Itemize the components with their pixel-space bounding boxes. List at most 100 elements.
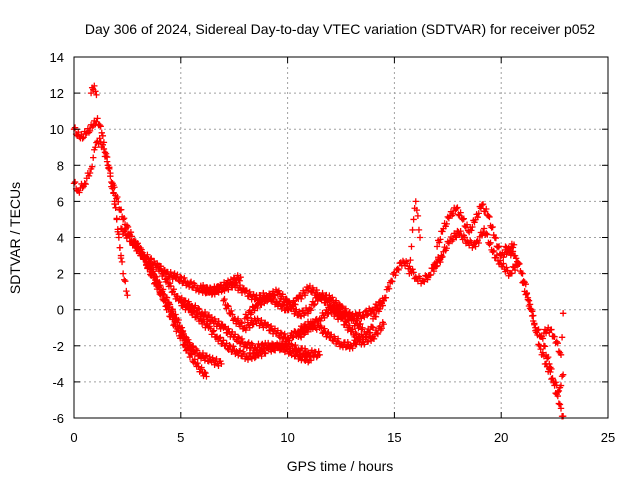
track-point: [167, 282, 175, 290]
track-point: [382, 294, 390, 301]
track-point: [416, 275, 424, 282]
track-point: [258, 317, 265, 324]
track-point: [554, 339, 562, 347]
track-point: [508, 240, 516, 248]
track-point: [150, 268, 157, 275]
track-point: [505, 244, 512, 252]
track-point: [100, 145, 108, 153]
track-point: [509, 263, 517, 270]
track-point: [423, 273, 430, 280]
track-point: [556, 401, 564, 408]
data-point: [555, 400, 563, 407]
track-point: [253, 347, 260, 354]
track-point: [169, 307, 177, 315]
track-point: [201, 308, 209, 316]
track-point: [201, 369, 208, 376]
track-point: [125, 232, 132, 239]
track-point: [205, 358, 212, 365]
track-point: [236, 281, 244, 289]
data-point: [555, 387, 563, 395]
track-point: [404, 259, 411, 267]
track-point: [550, 379, 557, 386]
y-tick-label: 8: [57, 158, 64, 173]
y-tick-label: 10: [50, 122, 64, 137]
track-point: [305, 357, 313, 364]
track-point: [477, 205, 485, 212]
data-point: [527, 306, 535, 313]
track-point: [79, 135, 86, 142]
y-tick-label: 0: [57, 303, 64, 318]
track-point: [285, 298, 292, 305]
track-point: [503, 264, 510, 271]
track-point: [489, 223, 496, 231]
track-point: [424, 276, 431, 283]
y-tick-label: -2: [52, 339, 64, 354]
track-point: [122, 277, 129, 285]
track-point: [468, 227, 475, 234]
y-tick-label: 4: [57, 231, 64, 246]
track-point: [180, 330, 187, 338]
track-point: [475, 239, 482, 247]
track-point: [173, 316, 180, 324]
track-point: [479, 200, 487, 208]
track-point: [114, 193, 121, 201]
x-tick-label: 10: [280, 430, 294, 445]
track-point: [152, 276, 159, 284]
track-point: [338, 314, 346, 322]
track-point: [492, 234, 500, 242]
track-point: [339, 304, 347, 311]
track-point: [118, 258, 126, 266]
data-point: [113, 216, 120, 223]
data-point: [438, 252, 445, 259]
track-point: [272, 286, 280, 293]
track-point: [297, 295, 305, 303]
track-point: [238, 289, 246, 296]
track-point: [246, 324, 253, 331]
track-point: [256, 297, 263, 304]
track-point: [457, 209, 464, 216]
track-point: [364, 311, 371, 319]
track-point: [394, 265, 401, 273]
track-point: [206, 353, 213, 361]
track-point: [332, 297, 340, 304]
track-point: [296, 329, 303, 336]
track-point: [189, 344, 196, 351]
track-point: [415, 226, 423, 234]
track-point: [203, 352, 211, 359]
track-point: [276, 290, 284, 297]
track-point: [289, 301, 296, 309]
track-point: [101, 153, 109, 160]
x-tick-label: 0: [70, 430, 77, 445]
track-point: [96, 121, 103, 129]
track-point: [474, 213, 481, 221]
track-point: [258, 352, 265, 360]
data-point: [93, 91, 100, 99]
track-point: [250, 291, 257, 298]
track-point: [174, 293, 181, 300]
track-point: [99, 132, 107, 139]
track-point: [508, 270, 516, 277]
x-tick-label: 15: [387, 430, 401, 445]
track-point: [243, 287, 251, 294]
track-point: [80, 134, 87, 141]
track-point: [251, 354, 258, 362]
y-axis-label: SDTVAR / TECUs: [7, 182, 23, 294]
track-point: [439, 228, 446, 235]
track-point: [278, 305, 285, 312]
track-point: [159, 286, 167, 293]
track-point: [242, 326, 250, 334]
track-point: [208, 331, 215, 338]
track-point: [520, 279, 527, 287]
track-point: [166, 280, 174, 287]
track-point: [478, 232, 486, 239]
track-point: [463, 221, 471, 228]
track-point: [554, 392, 562, 400]
track-point: [262, 350, 269, 357]
track-point: [443, 245, 450, 252]
data-point: [124, 292, 131, 299]
track-point: [111, 184, 118, 191]
track-point: [457, 227, 464, 235]
track-point: [487, 239, 494, 247]
track-point: [283, 344, 290, 351]
track-point: [88, 123, 96, 131]
